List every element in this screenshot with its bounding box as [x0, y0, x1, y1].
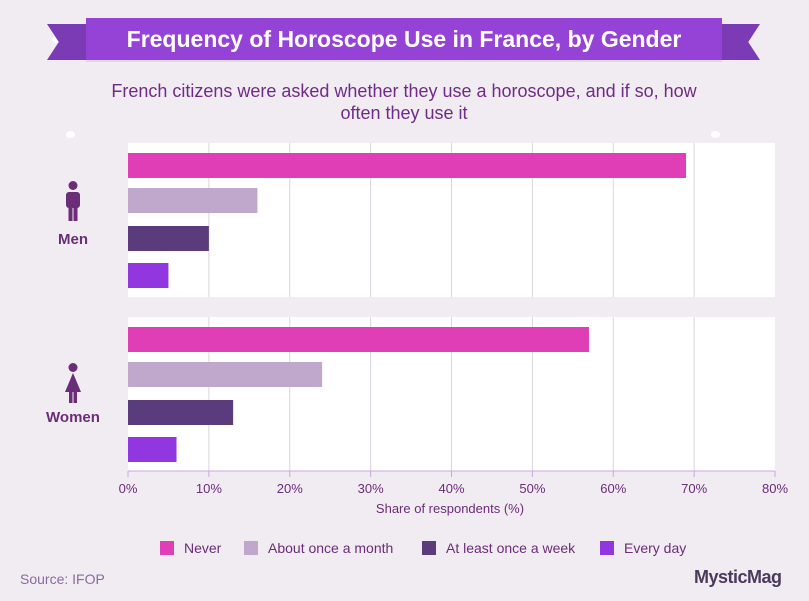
bar-women-1 [128, 362, 323, 387]
legend-label: Never [184, 540, 222, 556]
bar-men-1 [128, 188, 258, 213]
x-tick-label: 70% [681, 481, 707, 496]
x-tick-label: 20% [277, 481, 303, 496]
legend-label: About once a month [268, 540, 394, 556]
x-axis-title: Share of respondents (%) [375, 501, 525, 516]
brand-logo: MysticMag [694, 567, 782, 587]
legend-item-daily: Every day [600, 538, 686, 558]
legend-item-monthly: About once a month [244, 538, 393, 558]
legend-swatch [422, 541, 436, 555]
x-tick-label: 0% [119, 481, 138, 496]
x-tick-label: 50% [519, 481, 545, 496]
legend-label: Every day [624, 540, 687, 556]
x-tick-label: 30% [358, 481, 384, 496]
decor-dot [711, 131, 720, 138]
x-tick-label: 10% [196, 481, 222, 496]
female-person-icon [65, 363, 81, 403]
bar-women-2 [128, 400, 234, 425]
legend-item-weekly: At least once a week [422, 538, 575, 558]
legend-swatch [600, 541, 614, 555]
legend-swatch [160, 541, 174, 555]
legend-swatch [244, 541, 258, 555]
source-note: Source: IFOP [20, 571, 105, 587]
x-tick-label: 60% [600, 481, 626, 496]
bar-women-0 [128, 327, 589, 352]
decor-dot [52, 36, 61, 43]
bar-men-3 [128, 263, 169, 288]
x-tick-label: 80% [762, 481, 788, 496]
legend-item-never: Never [160, 538, 221, 558]
legend-label: At least once a week [446, 540, 576, 556]
category-label-men: Men [58, 231, 88, 248]
chart-title: Frequency of Horoscope Use in France, by… [86, 18, 722, 60]
x-tick-label: 40% [438, 481, 464, 496]
male-person-icon [66, 181, 80, 221]
bar-men-2 [128, 226, 209, 251]
category-label-women: Women [46, 409, 100, 426]
bar-men-0 [128, 153, 687, 178]
chart-subtitle: French citizens were asked whether they … [111, 81, 697, 123]
decor-dot [66, 131, 75, 138]
bar-women-3 [128, 437, 177, 462]
